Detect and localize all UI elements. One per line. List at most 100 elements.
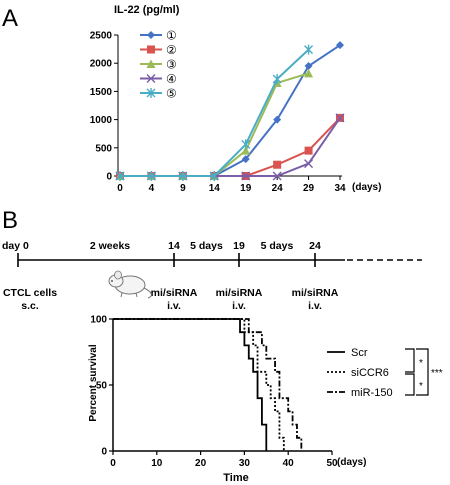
x-tick-label: 4 <box>149 183 155 194</box>
data-point <box>304 159 314 169</box>
significance-mark: * <box>419 358 423 369</box>
timeline-event-label: mi/siRNA <box>216 287 263 299</box>
y-tick-label: 2500 <box>90 31 113 42</box>
timeline-interval-label: 5 days <box>261 240 294 252</box>
x-tick-label: 34 <box>334 183 346 194</box>
timeline-event-label: CTCL cells <box>3 287 57 299</box>
legend-entry-1: Scr <box>327 347 368 359</box>
y-tick-label: 100 <box>90 315 107 326</box>
data-point <box>115 171 125 181</box>
data-point <box>304 44 314 55</box>
data-point <box>272 73 282 84</box>
legend-entry-3: ③ <box>140 58 177 72</box>
series-3 <box>115 68 314 180</box>
timeline-event-label: i.v. <box>167 300 181 312</box>
data-point <box>241 171 251 181</box>
x-tick-label: 19 <box>240 183 252 194</box>
legend-label: ② <box>166 43 177 57</box>
bracket-scr-sicCR6 <box>405 348 415 373</box>
legend-label: ③ <box>166 58 177 72</box>
legend-marker <box>147 45 155 54</box>
y-tick-label: 1000 <box>90 115 113 126</box>
panel-b-xunit: (days) <box>337 457 366 468</box>
significance-brackets: ***** <box>405 348 443 396</box>
timeline-event-label: mi/siRNA <box>151 287 198 299</box>
y-tick-label: 500 <box>95 143 112 154</box>
panel-a-letter: A <box>2 5 18 32</box>
data-point <box>304 68 314 78</box>
timeline-interval-label: 5 days <box>190 240 223 252</box>
legend-label: miR-150 <box>351 387 393 399</box>
x-tick-label: 14 <box>209 183 221 194</box>
x-tick-label: 9 <box>180 183 186 194</box>
legend-label: siCCR6 <box>351 367 389 379</box>
legend-marker <box>147 31 155 39</box>
data-point <box>272 171 282 181</box>
legend-entry-5: ⑤ <box>140 87 177 101</box>
legend-marker <box>146 74 156 83</box>
y-tick-label: 1500 <box>90 87 113 98</box>
timeline-day-label: 24 <box>309 240 321 252</box>
timeline-event-label: i.v. <box>308 300 322 312</box>
legend-entry-1: ① <box>140 29 177 43</box>
legend-marker <box>146 88 156 98</box>
legend-label: ⑤ <box>166 87 177 101</box>
timeline-event-label: i.v. <box>232 300 246 312</box>
legend-label: ④ <box>166 72 177 86</box>
y-tick-label: 0 <box>101 447 107 458</box>
panel-b-letter: B <box>2 207 18 234</box>
panel-a-ylabel: IL-22 (pg/ml) <box>114 4 180 16</box>
series-2 <box>116 113 344 180</box>
data-point <box>146 171 156 181</box>
panel-b-xlabel: Time <box>223 472 248 484</box>
timeline-event-label: s.c. <box>21 300 39 312</box>
series-5 <box>115 44 314 181</box>
survival-curve-scr <box>113 318 268 451</box>
x-tick-label: 0 <box>110 458 116 469</box>
x-tick-label: 20 <box>195 458 207 469</box>
legend-label: ① <box>166 29 177 43</box>
legend-entry-4: ④ <box>140 72 177 86</box>
data-point <box>178 171 188 181</box>
x-tick-label: 30 <box>239 458 251 469</box>
x-tick-label: 0 <box>117 183 123 194</box>
legend-entry-3: miR-150 <box>327 387 393 399</box>
significance-mark: *** <box>431 368 443 379</box>
panel-b-ylabel: Percent survival <box>88 344 99 421</box>
x-tick-label: 10 <box>151 458 163 469</box>
mouse-icon <box>108 270 152 299</box>
timeline-day-label: day 0 <box>2 240 29 252</box>
x-tick-label: 29 <box>303 183 315 194</box>
data-point <box>304 62 313 71</box>
timeline-event-label: mi/siRNA <box>292 287 339 299</box>
legend-entry-2: siCCR6 <box>327 367 389 379</box>
y-tick-label: 50 <box>96 381 108 392</box>
significance-mark: * <box>419 381 423 392</box>
timeline-day-label: 19 <box>233 240 245 252</box>
bracket-sicCR6-mir150 <box>405 373 415 396</box>
legend-entry-2: ② <box>140 43 177 57</box>
x-tick-label: 40 <box>283 458 295 469</box>
data-point <box>304 146 313 155</box>
data-point <box>273 115 282 124</box>
data-point <box>241 155 250 164</box>
y-tick-label: 0 <box>106 172 112 183</box>
timeline-day-label: 14 <box>168 240 180 252</box>
data-point <box>241 139 251 150</box>
panel-a-xlabel: (days) <box>352 182 381 193</box>
data-point <box>209 171 219 181</box>
data-point <box>335 113 345 123</box>
survival-curve-mir-150 <box>113 318 303 451</box>
data-point <box>273 160 282 169</box>
series-line <box>120 72 309 177</box>
x-tick-label: 50 <box>326 458 338 469</box>
y-tick-label: 2000 <box>90 59 113 70</box>
timeline-interval-label: 2 weeks <box>90 240 130 252</box>
legend-marker <box>146 59 156 68</box>
legend-label: Scr <box>351 347 368 359</box>
bracket-scr-mir150 <box>416 348 429 396</box>
